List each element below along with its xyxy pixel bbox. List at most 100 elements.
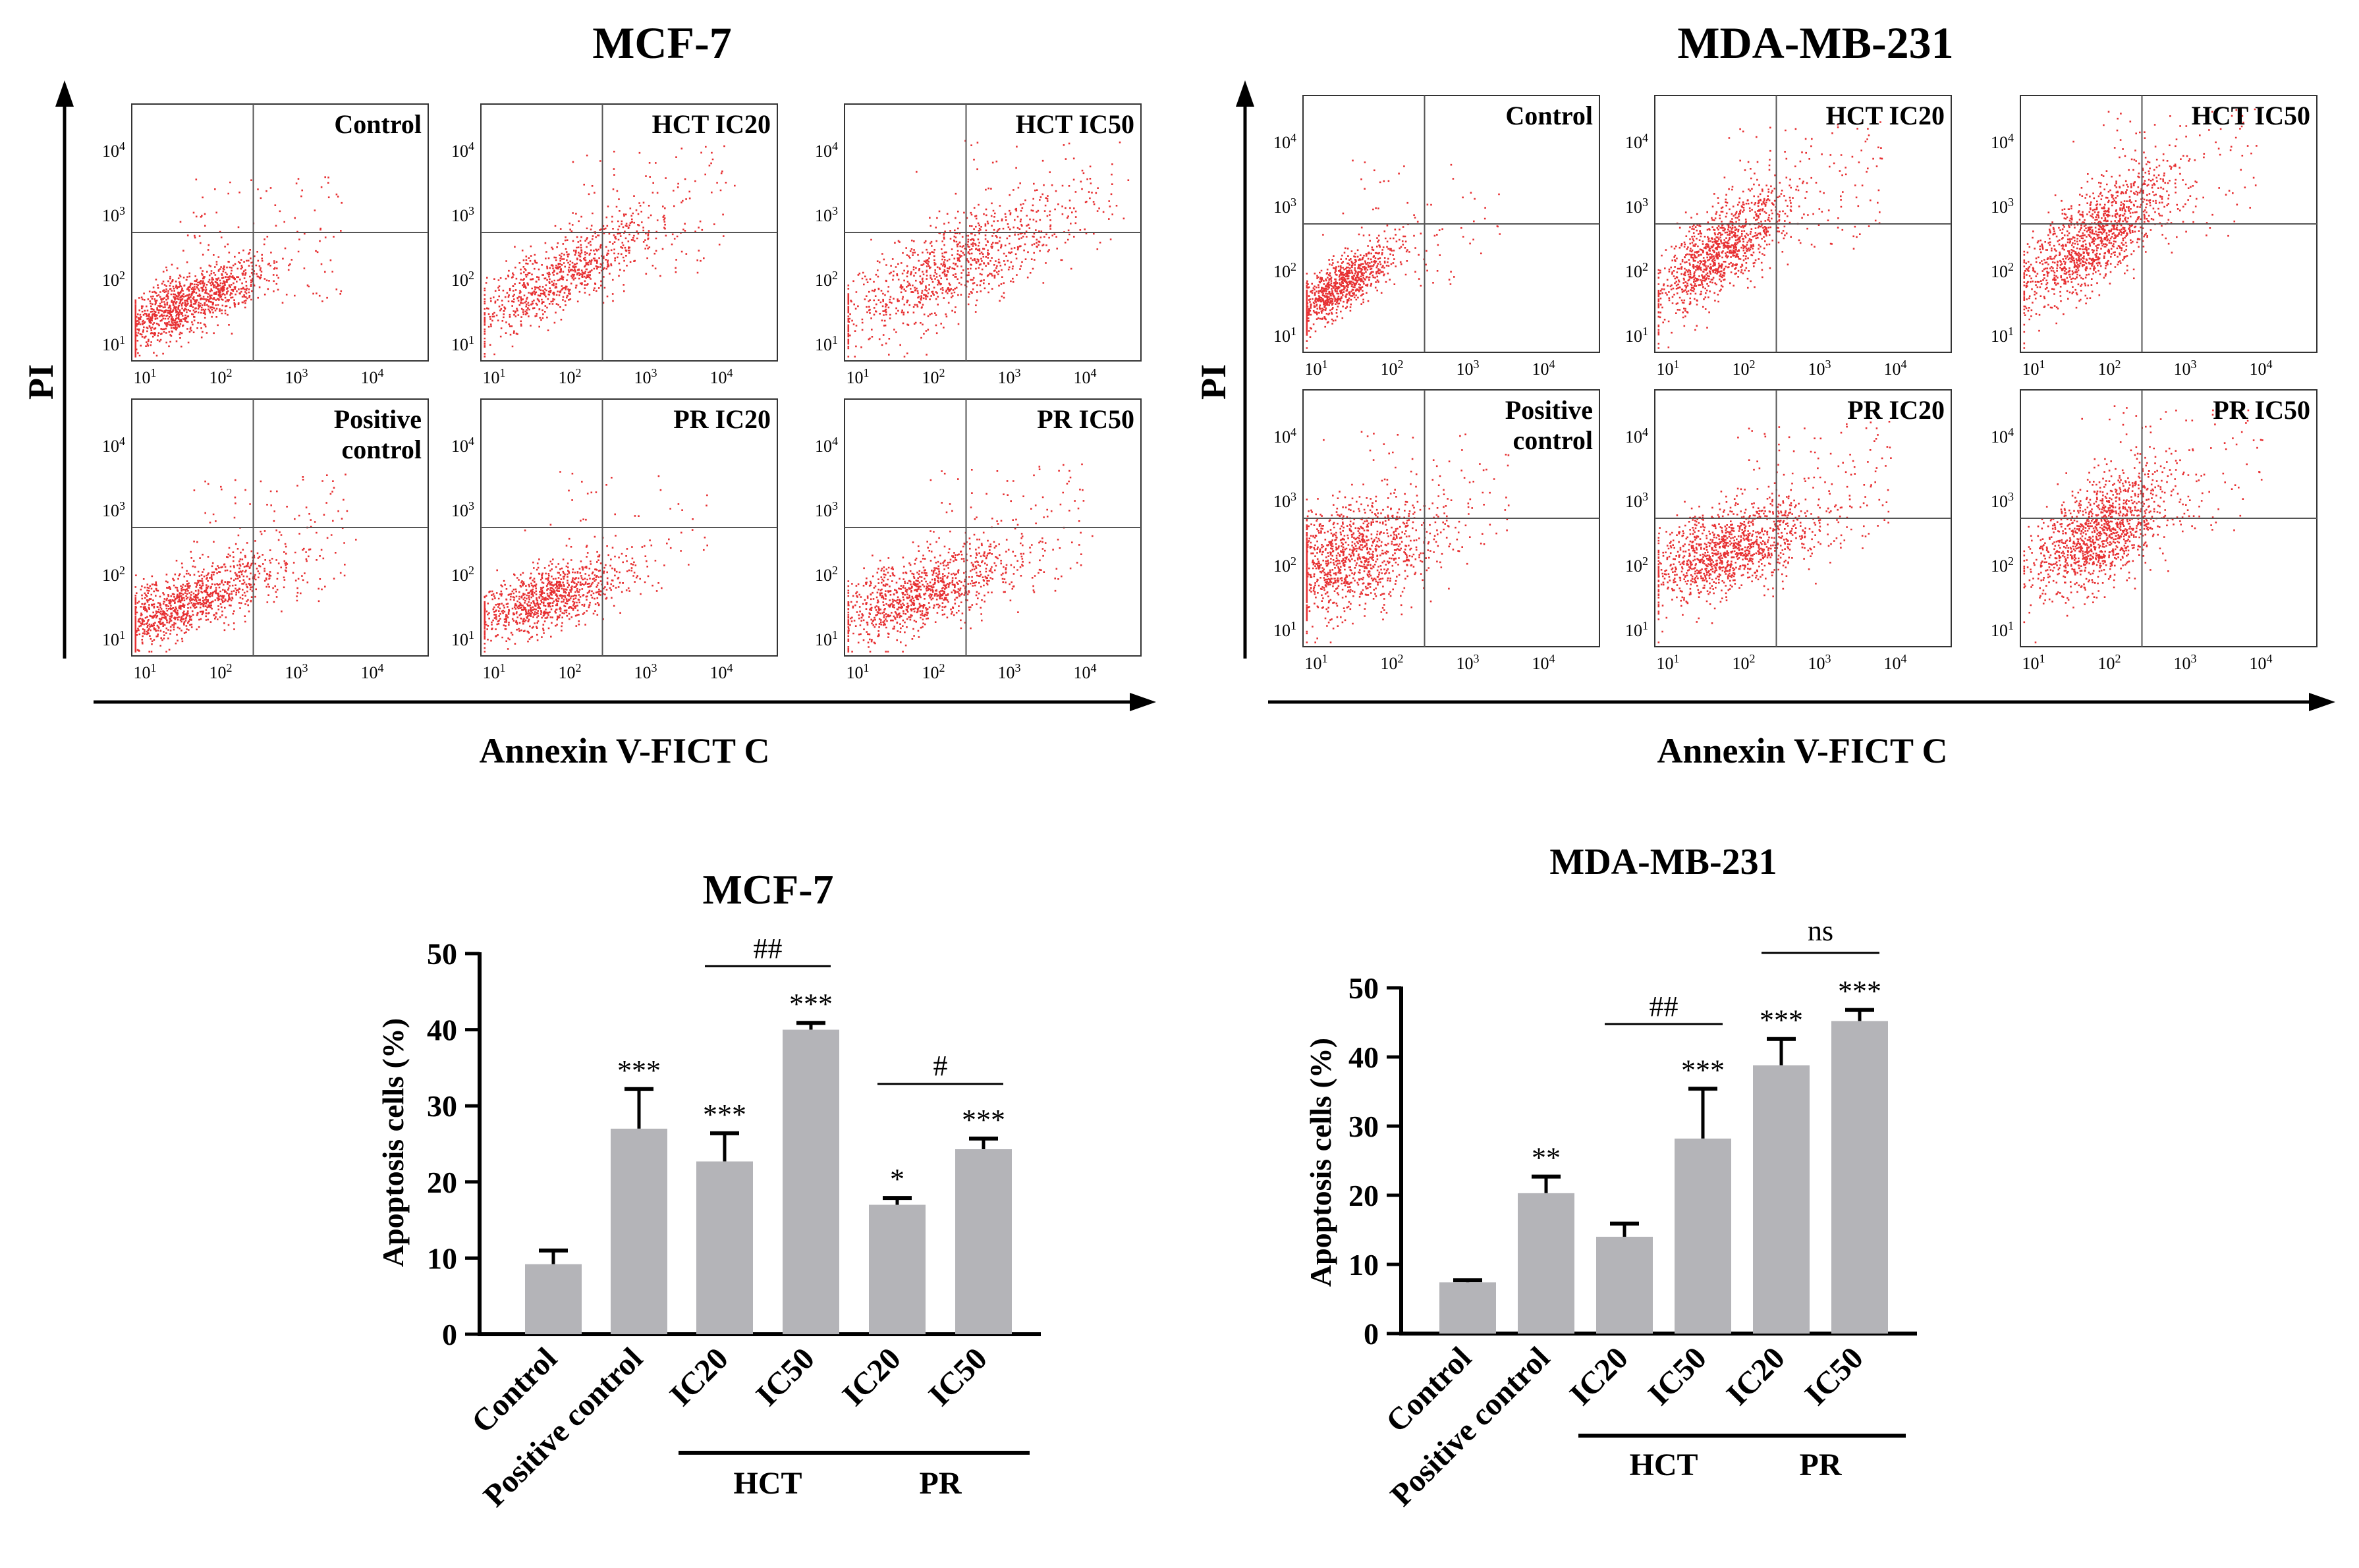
bar xyxy=(1518,1193,1574,1334)
x-tick-base: 10 xyxy=(1884,360,1901,379)
y-tick-exp: 4 xyxy=(468,140,474,153)
y-tick-base: 10 xyxy=(1273,327,1291,346)
panel-label: Control xyxy=(334,109,422,139)
y-tick-exp: 2 xyxy=(1291,554,1296,568)
x-tick-base: 10 xyxy=(922,368,939,387)
y-tick-label: 20 xyxy=(427,1166,457,1199)
x-tick-exp: 1 xyxy=(2040,652,2045,665)
x-tick-label: 104 xyxy=(1884,652,1907,673)
y-tick-label: 101 xyxy=(1273,619,1296,640)
x-tick-label: 102 xyxy=(559,366,582,387)
x-tick-exp: 3 xyxy=(2191,358,2197,371)
panel-label: Positive xyxy=(334,404,422,434)
x-tick-label: 104 xyxy=(1074,661,1097,682)
comparison-label: ns xyxy=(1808,915,1833,947)
y-tick-label: 104 xyxy=(102,435,125,456)
x-tick-exp: 1 xyxy=(1322,652,1328,665)
x-tick-base: 10 xyxy=(1074,368,1091,387)
x-tick-base: 10 xyxy=(998,663,1015,682)
y-tick-label: 102 xyxy=(451,564,474,585)
x-tick-label: 103 xyxy=(634,661,657,682)
x-tick-label: 103 xyxy=(1457,358,1480,379)
y-tick-label: 0 xyxy=(1364,1317,1379,1351)
y-tick-exp: 3 xyxy=(2008,490,2014,503)
y-tick-base: 10 xyxy=(451,335,468,354)
x-tick-label: 102 xyxy=(209,661,233,682)
x-tick-label: 102 xyxy=(559,661,582,682)
x-axis-label: Annexin V-FICT C xyxy=(1657,731,1947,770)
x-tick-exp: 2 xyxy=(1398,358,1404,371)
y-tick-base: 10 xyxy=(1273,198,1291,217)
x-tick-exp: 1 xyxy=(2040,358,2045,371)
x-tick-exp: 2 xyxy=(2115,358,2121,371)
y-tick-exp: 2 xyxy=(1642,260,1648,273)
x-tick-label: 102 xyxy=(1733,652,1756,673)
x-tick-exp: 3 xyxy=(1825,652,1831,665)
y-tick-base: 10 xyxy=(815,501,832,520)
y-tick-base: 10 xyxy=(1625,556,1642,576)
y-axis-label: Apoptosis cells (%) xyxy=(376,1018,410,1267)
y-tick-exp: 1 xyxy=(1642,325,1648,338)
x-tick-base: 10 xyxy=(1074,663,1091,682)
x-tick-exp: 2 xyxy=(227,661,233,674)
y-tick-label: 104 xyxy=(451,435,474,456)
y-tick-base: 10 xyxy=(815,437,832,456)
y-tick-base: 10 xyxy=(451,142,468,161)
y-tick-exp: 2 xyxy=(1642,554,1648,568)
y-tick-label: 104 xyxy=(1625,131,1648,152)
x-tick-exp: 2 xyxy=(1398,652,1404,665)
y-tick-exp: 3 xyxy=(832,204,838,217)
y-tick-base: 10 xyxy=(815,271,832,290)
y-tick-exp: 3 xyxy=(1291,196,1296,209)
x-tick-base: 10 xyxy=(2250,654,2267,673)
x-tick-exp: 1 xyxy=(500,366,506,379)
x-tick-base: 10 xyxy=(483,663,500,682)
category-label: IC20 xyxy=(1720,1340,1792,1412)
y-tick-label: 101 xyxy=(1273,325,1296,346)
category-label: Positive control xyxy=(477,1341,650,1513)
y-tick-label: 104 xyxy=(815,140,838,161)
x-tick-base: 10 xyxy=(1808,654,1825,673)
y-tick-label: 102 xyxy=(102,269,125,290)
scatter-points xyxy=(1657,121,1883,349)
x-tick-label: 103 xyxy=(285,366,308,387)
y-axis-label: PI xyxy=(1194,364,1233,400)
y-tick-label: 102 xyxy=(451,269,474,290)
y-tick-exp: 4 xyxy=(1642,131,1648,144)
x-tick-label: 104 xyxy=(710,661,733,682)
y-tick-exp: 2 xyxy=(2008,554,2014,568)
comparison-label: ## xyxy=(754,933,783,965)
x-tick-base: 10 xyxy=(2250,360,2267,379)
y-tick-exp: 3 xyxy=(1291,490,1296,503)
y-tick-base: 10 xyxy=(102,437,119,456)
y-tick-label: 0 xyxy=(442,1318,457,1351)
y-tick-exp: 3 xyxy=(119,204,125,217)
y-tick-exp: 3 xyxy=(2008,196,2014,209)
x-tick-base: 10 xyxy=(1733,654,1750,673)
y-tick-exp: 1 xyxy=(119,333,125,346)
x-tick-base: 10 xyxy=(1733,360,1750,379)
y-tick-label: 101 xyxy=(815,333,838,354)
x-tick-base: 10 xyxy=(483,368,500,387)
y-tick-label: 104 xyxy=(815,435,838,456)
x-tick-label: 104 xyxy=(361,366,384,387)
scatter-points xyxy=(134,176,343,358)
y-tick-exp: 4 xyxy=(468,435,474,448)
panel-label: PR IC20 xyxy=(1847,395,1945,425)
x-tick-label: 103 xyxy=(285,661,308,682)
x-tick-exp: 1 xyxy=(500,661,506,674)
y-tick-exp: 1 xyxy=(832,333,838,346)
y-tick-base: 10 xyxy=(451,630,468,649)
panel-label: control xyxy=(1513,425,1593,455)
panel-label: Positive xyxy=(1505,395,1593,425)
x-tick-label: 101 xyxy=(1305,652,1328,673)
x-tick-label: 103 xyxy=(1457,652,1480,673)
y-tick-base: 10 xyxy=(102,630,119,649)
y-axis-arrow-head xyxy=(1236,80,1254,107)
x-tick-exp: 4 xyxy=(378,366,384,379)
flow-title: MDA-MB-231 xyxy=(1677,18,1953,68)
y-tick-base: 10 xyxy=(1991,198,2008,217)
y-tick-exp: 1 xyxy=(1291,325,1296,338)
